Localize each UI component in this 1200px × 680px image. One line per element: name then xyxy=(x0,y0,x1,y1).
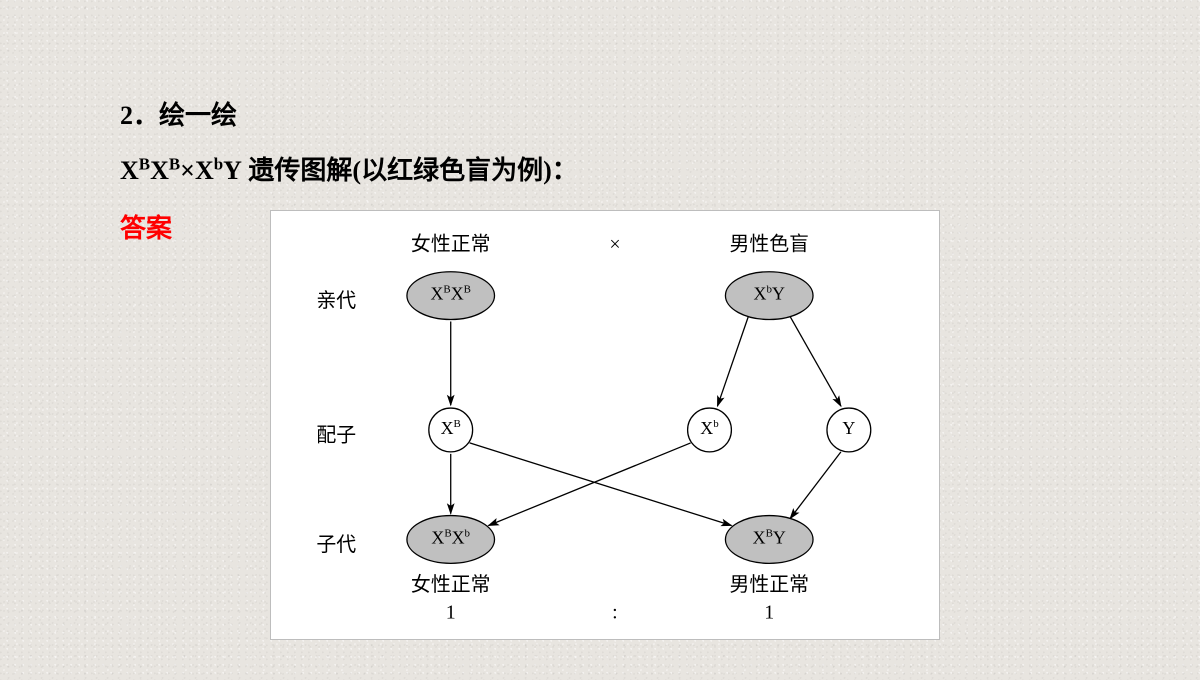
svg-text:配子: 配子 xyxy=(316,425,356,447)
prompt-line: XBXB×XbY 遗传图解(以红绿色盲为例)： xyxy=(120,150,578,187)
heading-line: 2．绘一绘 xyxy=(120,95,237,132)
svg-text:1: 1 xyxy=(764,602,774,624)
prompt-tail: 遗传图解(以红绿色盲为例)： xyxy=(242,156,578,185)
cross-seg1: X xyxy=(120,156,139,185)
genetics-diagram: 女性正常×男性色盲亲代配子子代XBXBXbYXBXbYXBXbXBY女性正常男性… xyxy=(270,210,940,640)
answer-label: 答案 xyxy=(120,208,172,245)
svg-text::: : xyxy=(612,602,618,624)
svg-text:女性正常: 女性正常 xyxy=(411,232,491,255)
svg-text:男性色盲: 男性色盲 xyxy=(729,232,809,255)
diagram-svg: 女性正常×男性色盲亲代配子子代XBXBXbYXBXbYXBXbXBY女性正常男性… xyxy=(271,211,939,639)
cross-sup1: B xyxy=(139,154,150,173)
cross-seg4: Y xyxy=(223,156,242,185)
cross-sup3: b xyxy=(214,154,223,173)
svg-text:男性正常: 男性正常 xyxy=(729,573,809,596)
svg-text:亲代: 亲代 xyxy=(316,289,356,312)
svg-text:1: 1 xyxy=(446,602,456,624)
cross-times: × xyxy=(180,156,195,185)
cross-seg2: X xyxy=(150,156,169,185)
heading-number: 2． xyxy=(120,101,159,130)
svg-text:女性正常: 女性正常 xyxy=(411,573,491,596)
svg-text:×: × xyxy=(609,233,620,255)
slide-content: 2．绘一绘 XBXB×XbY 遗传图解(以红绿色盲为例)： 答案 女性正常×男性… xyxy=(0,0,1200,680)
heading-title: 绘一绘 xyxy=(159,101,237,130)
cross-seg3: X xyxy=(195,156,214,185)
svg-text:Y: Y xyxy=(842,418,855,438)
cross-sup2: B xyxy=(169,154,180,173)
svg-text:子代: 子代 xyxy=(316,533,356,556)
